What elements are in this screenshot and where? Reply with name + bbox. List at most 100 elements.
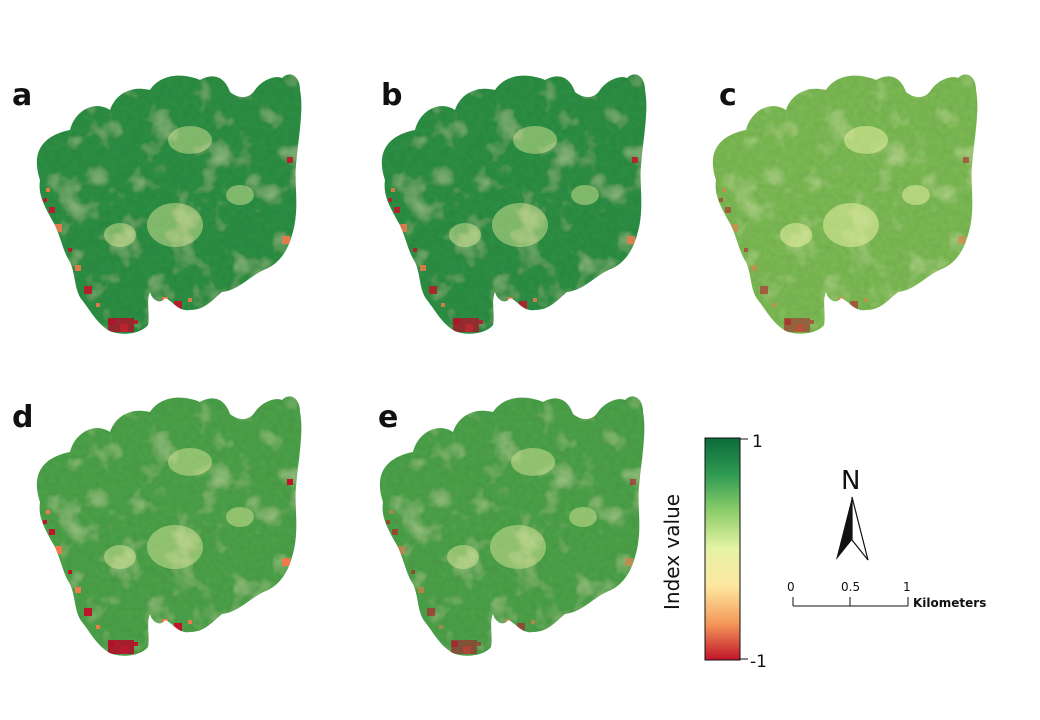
map-panel-d-patch-2: [104, 545, 136, 569]
map-panel-c-texture: [712, 74, 978, 334]
map-panel-d-patch-3: [226, 507, 254, 527]
map-panel-d-edge-pixel-9: [134, 642, 138, 646]
map-panel-a-south-cluster: [108, 318, 134, 332]
map-panel-d-edge-pixel-1: [49, 529, 55, 535]
scale-bar: [792, 597, 909, 607]
map-panel-a-edge-pixel-12: [188, 298, 192, 302]
map-panel-b-edge-pixel-1: [394, 207, 400, 213]
map-panel-e-south-cluster: [451, 640, 477, 654]
map-panel-e-patch-3: [569, 507, 597, 527]
map-panel-a-edge-pixel-13: [287, 157, 293, 163]
map-panel-c-edge-pixel-9: [810, 320, 814, 324]
map-panel-a-edge-pixel-11: [174, 301, 182, 309]
map-panel-a-edge-pixel-3: [68, 248, 72, 252]
map-panel-c-edge-pixel-13: [963, 157, 969, 163]
map-panel-c-edge-pixel-5: [760, 286, 768, 294]
map-panel-d: [36, 396, 302, 656]
map-panel-b-edge-pixel-3: [413, 248, 417, 252]
map-panel-a-patch-0: [147, 203, 203, 247]
legend-max-label: 1: [752, 432, 763, 452]
map-panel-c-edge-pixel-11: [850, 301, 858, 309]
map-panel-b: [381, 74, 647, 334]
map-panel-a-patch-2: [104, 223, 136, 247]
map-panel-b-texture: [381, 74, 647, 334]
map-panel-e-texture: [379, 396, 645, 656]
map-panel-b-edge-pixel-4: [420, 265, 426, 271]
map-panel-a-edge-pixel-0: [46, 188, 50, 192]
map-panel-c-edge-pixel-12: [864, 298, 868, 302]
map-panel-b-patch-2: [449, 223, 481, 247]
scale-tick-label-0: 0: [787, 580, 795, 594]
map-panel-c-edge-pixel-4: [751, 265, 757, 271]
scale-tick-label-2: 1: [903, 580, 911, 594]
map-panel-a-edge-pixel-4: [75, 265, 81, 271]
map-panel-b-edge-pixel-2: [399, 224, 407, 232]
map-panel-e-edge-pixel-3: [411, 570, 415, 574]
scale-tick-label-1: 0.5: [841, 580, 861, 594]
map-panel-a-edge-pixel-2: [54, 224, 62, 232]
map-panel-e-edge-pixel-9: [477, 642, 481, 646]
map-panel-c-edge-pixel-3: [744, 248, 748, 252]
map-panel-d-edge-pixel-11: [174, 623, 182, 631]
north-arrow-icon-right: [851, 496, 869, 561]
north-arrow: [836, 496, 869, 561]
map-panel-e-edge-pixel-0: [389, 510, 393, 514]
map-panel-e-edge-pixel-1: [392, 529, 398, 535]
map-panel-b-patch-0: [492, 203, 548, 247]
panel-label-a: a: [12, 78, 33, 113]
panel-label-e: e: [378, 400, 399, 435]
map-panel-b-edge-pixel-5: [429, 286, 437, 294]
map-panel-c-south-cluster: [784, 318, 810, 332]
map-panel-d-edge-pixel-3: [68, 570, 72, 574]
map-panel-e-edge-pixel-15: [386, 520, 390, 524]
panel-label-c: c: [719, 78, 737, 113]
map-panel-e-patch-0: [490, 525, 546, 569]
map-panel-e-edge-pixel-12: [531, 620, 535, 624]
map-panel-c-edge-pixel-15: [719, 198, 723, 202]
map-panel-e-patch-2: [447, 545, 479, 569]
map-panel-c: [712, 74, 978, 334]
map-panel-b-edge-pixel-6: [441, 303, 445, 307]
map-panel-b-edge-pixel-9: [479, 320, 483, 324]
map-panel-e-raster: [379, 396, 645, 656]
map-panel-d-edge-pixel-5: [84, 608, 92, 616]
map-panel-c-patch-3: [902, 185, 930, 205]
map-panel-b-patch-1: [513, 126, 557, 154]
map-panel-d-edge-pixel-6: [96, 625, 100, 629]
north-arrow-icon-left: [836, 497, 852, 560]
map-panel-b-edge-pixel-0: [391, 188, 395, 192]
map-panel-d-patch-1: [168, 448, 212, 476]
map-panel-e-edge-pixel-13: [630, 479, 636, 485]
map-panel-a-edge-pixel-15: [43, 198, 47, 202]
map-panel-d-south-cluster: [108, 640, 134, 654]
map-panel-a-patch-1: [168, 126, 212, 154]
map-panel-e-edge-pixel-4: [418, 587, 424, 593]
scale-unit-label: Kilometers: [913, 596, 987, 610]
map-panel-c-edge-pixel-10: [838, 297, 844, 303]
map-panel-a-edge-pixel-14: [282, 236, 290, 244]
map-panel-c-edge-pixel-6: [772, 303, 776, 307]
map-panel-b-raster: [381, 74, 647, 334]
panel-label-d: d: [12, 400, 34, 435]
maps-layer: [36, 74, 978, 656]
map-panel-b-south-cluster: [453, 318, 479, 332]
map-panel-e-edge-pixel-14: [625, 558, 633, 566]
map-panel-b-edge-pixel-14: [627, 236, 635, 244]
map-panel-a-edge-pixel-9: [134, 320, 138, 324]
legend-layer: [704, 437, 748, 661]
map-panel-a-edge-pixel-5: [84, 286, 92, 294]
legend-colorbar: [704, 437, 741, 661]
map-panel-b-edge-pixel-15: [388, 198, 392, 202]
panel-label-b: b: [381, 78, 403, 113]
map-panel-d-edge-pixel-15: [43, 520, 47, 524]
map-panel-a-texture: [36, 74, 302, 334]
map-panel-b-edge-pixel-13: [632, 157, 638, 163]
map-panel-b-patch-3: [571, 185, 599, 205]
map-panel-d-patch-0: [147, 525, 203, 569]
legend-title-text: Index value: [660, 493, 684, 610]
map-panel-d-edge-pixel-0: [46, 510, 50, 514]
legend-min-label: -1: [750, 652, 767, 672]
map-panel-c-patch-1: [844, 126, 888, 154]
map-panel-d-edge-pixel-12: [188, 620, 192, 624]
map-panel-d-edge-pixel-13: [287, 479, 293, 485]
